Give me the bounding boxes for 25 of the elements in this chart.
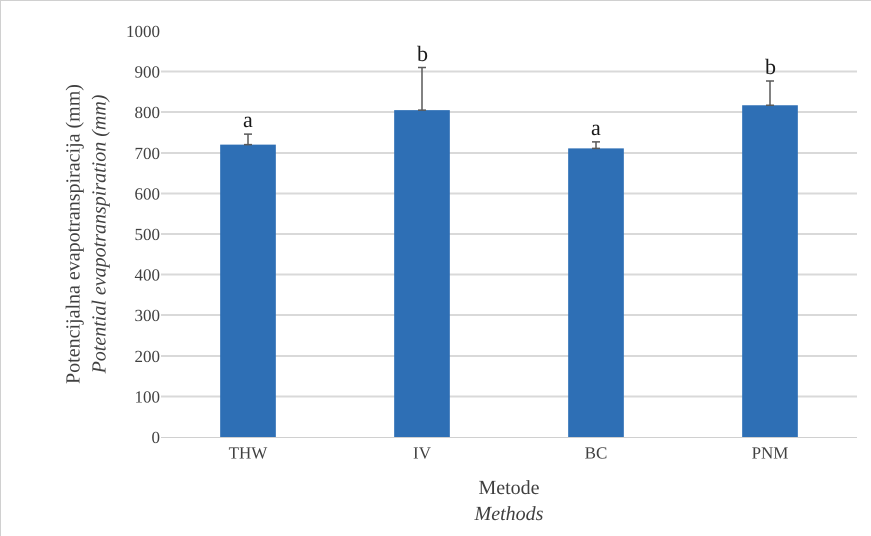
y-tick-label: 700 xyxy=(134,144,160,163)
bar xyxy=(220,144,276,437)
y-tick-label: 300 xyxy=(134,306,160,326)
x-tick-label: PNM xyxy=(752,443,788,462)
bar xyxy=(394,110,450,437)
annotation: b xyxy=(417,41,428,66)
y-tick-label: 500 xyxy=(134,224,160,244)
y-tick-label: 1000 xyxy=(126,22,160,41)
y-tick-label: 200 xyxy=(134,346,160,366)
x-axis-title: Metode Methods xyxy=(474,476,544,525)
x-tick-label: THW xyxy=(228,443,268,462)
y-axis-title: Potencijalna evapotranspiracija (mm) Potential evapotranspiration (mm) xyxy=(62,84,110,384)
annotation: a xyxy=(591,115,601,140)
y-tick-label: 600 xyxy=(134,184,160,204)
bar xyxy=(742,105,798,437)
y-tick-label: 800 xyxy=(134,103,160,122)
x-tick-label: IV xyxy=(413,443,432,462)
y-tick-label: 400 xyxy=(134,266,160,285)
annotation: b xyxy=(765,54,776,79)
bar xyxy=(568,148,624,437)
y-tick-label: 0 xyxy=(152,428,160,447)
annotation: a xyxy=(243,107,253,132)
y-tick-label: 900 xyxy=(134,62,160,82)
x-tick-label: BC xyxy=(584,443,608,462)
y-tick-label: 100 xyxy=(134,387,160,406)
